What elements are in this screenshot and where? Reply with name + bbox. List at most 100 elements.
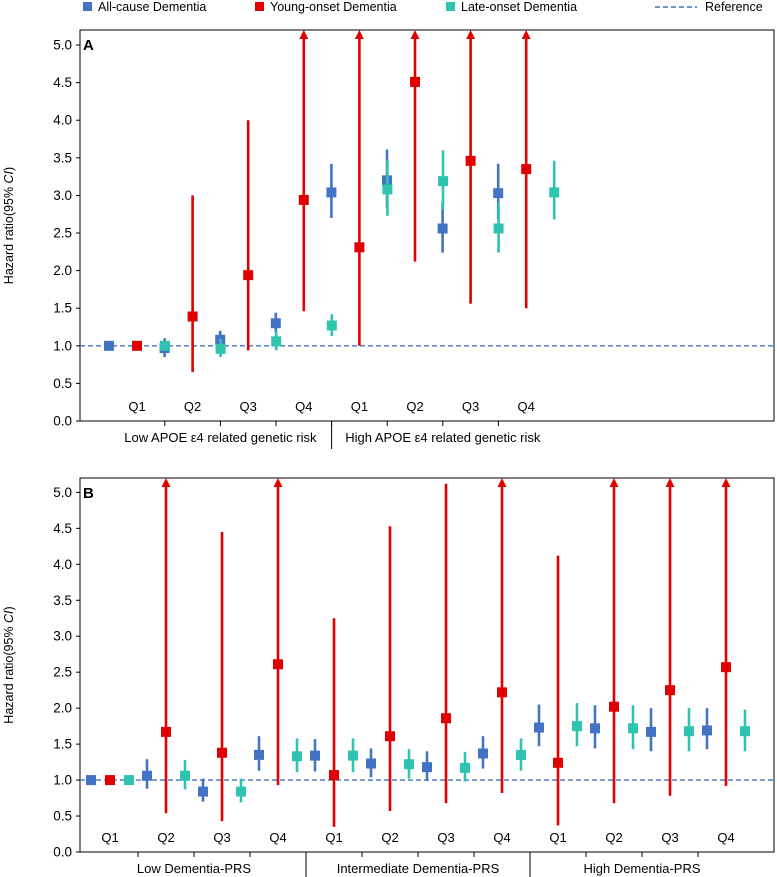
y-tick-label: 3.0 [53,629,72,644]
y-tick-label: 3.5 [53,593,72,608]
x-tick-label: Q1 [549,830,566,845]
y-tick-label: 1.0 [53,338,72,353]
error-arrow-young [161,478,171,487]
error-arrow-young [609,478,619,487]
point-young [243,270,254,281]
x-tick-label: Q2 [184,399,201,414]
point-young [410,76,420,87]
point-late [516,749,526,760]
error-arrow-young [497,478,507,487]
error-arrow-young [299,30,309,39]
point-all [422,762,432,773]
legend-label-late: Late-onset Dementia [461,0,577,14]
point-all [254,749,264,760]
x-tick-label: Q4 [269,830,286,845]
point-young [553,757,563,768]
point-late [382,184,393,195]
error-arrow-young [410,30,420,39]
legend-marker-all [83,2,92,11]
point-young [441,713,451,724]
point-late [493,223,504,234]
point-late [180,770,190,781]
point-all [493,188,504,199]
point-all [142,770,152,781]
point-late [684,726,694,737]
y-tick-label: 0.5 [53,376,72,391]
point-young [329,770,339,781]
x-tick-label: Q2 [381,830,398,845]
x-tick-label: Q2 [157,830,174,845]
point-young [609,701,619,712]
y-tick-label: 0.0 [53,414,72,429]
point-young [105,775,115,786]
legend-label-reference: Reference [705,0,763,14]
point-late [404,759,414,770]
point-young [298,194,309,205]
group-label: Low APOE ε4 related genetic risk [124,430,317,445]
error-arrow-young [273,478,283,487]
point-all [534,722,544,733]
point-all [590,723,600,734]
point-late [124,775,134,786]
group-label: High Dementia-PRS [583,861,700,876]
x-tick-label: Q1 [351,399,368,414]
y-axis-label: Hazard ratio(95% CI) [2,167,16,284]
point-late [215,343,226,354]
group-label: Intermediate Dementia-PRS [337,861,500,876]
panel-b: B 0.0 0.5 1.0 1.5 2.0 2.5 3.0 3.5 4.0 4.5 5.0 Hazard… [2,477,775,877]
group-label: Low Dementia-PRS [137,861,251,876]
point-late [438,176,448,187]
point-young [354,242,365,253]
x-tick-label: Q2 [406,399,423,414]
error-arrow-young [354,30,364,39]
x-tick-label: Q4 [295,399,312,414]
point-late [549,187,560,198]
y-tick-label: 0.0 [53,845,72,860]
point-late [326,320,337,331]
y-tick-label: 0.5 [53,809,72,824]
error-arrow-young [466,30,476,39]
point-late [348,750,358,761]
legend: All-cause Dementia Young-onset Dementia … [83,0,763,14]
legend-label-all: All-cause Dementia [98,0,206,14]
y-tick-label: 1.0 [53,773,72,788]
y-axis-label: Hazard ratio(95% CI) [2,606,16,723]
y-tick-label: 2.0 [53,701,72,716]
point-all [86,775,96,786]
y-tick-label: 4.5 [53,75,72,90]
legend-marker-young [255,2,264,11]
y-tick-label: 2.0 [53,263,72,278]
error-arrow-young [665,478,675,487]
point-all [104,340,114,351]
point-young [161,726,171,737]
y-tick-label: 5.0 [53,485,72,500]
x-tick-label: Q3 [213,830,230,845]
point-all [478,748,488,759]
plot-frame [79,29,775,422]
y-tick-label: 2.5 [53,226,72,241]
x-tick-label: Q1 [325,830,342,845]
point-all [270,318,281,329]
point-all [310,750,320,761]
point-young [497,687,507,698]
point-young [132,340,142,351]
point-late [292,751,302,762]
point-all [702,725,712,736]
y-tick-label: 3.0 [53,188,72,203]
point-young [217,747,227,758]
x-tick-label: Q2 [605,830,622,845]
group-label: High APOE ε4 related genetic risk [345,430,541,445]
y-tick-label: 1.5 [53,301,72,316]
point-young [721,662,731,673]
point-late [271,336,282,347]
y-tick-label: 4.5 [53,521,72,536]
panel-a: A 0.0 0.5 1.0 1.5 2.0 2.5 3.0 3.5 4.0 4.5 5.0 Hazard… [2,29,775,449]
point-late [460,762,470,773]
point-late [740,726,750,737]
point-all [198,786,208,797]
point-all [326,187,337,198]
x-tick-label: Q1 [101,830,118,845]
x-tick-label: Q1 [128,399,145,414]
y-tick-label: 5.0 [53,38,72,53]
